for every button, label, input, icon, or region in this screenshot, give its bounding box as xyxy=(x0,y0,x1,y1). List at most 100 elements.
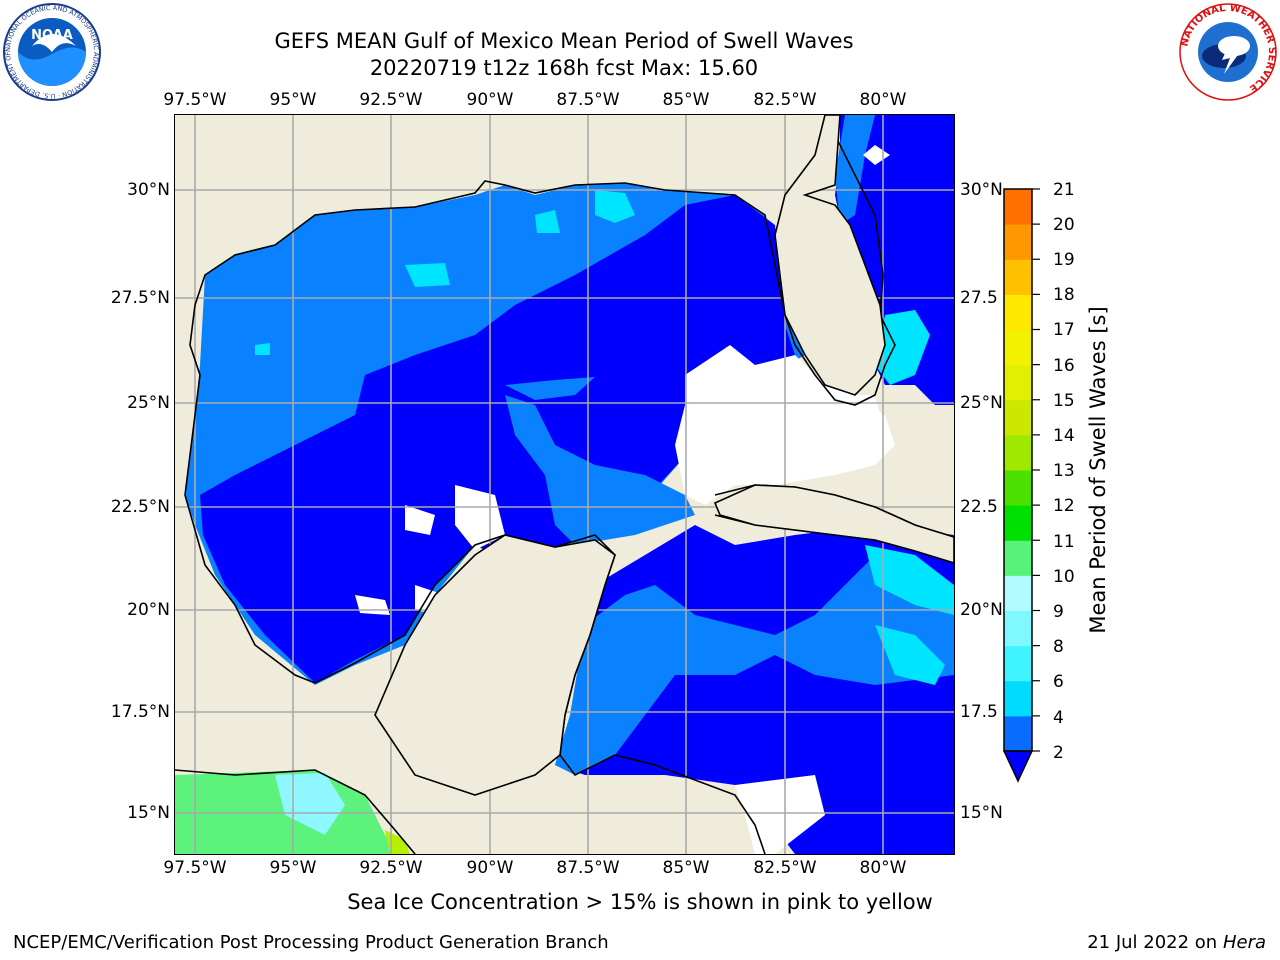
lon-label-bottom: 80°W xyxy=(859,858,907,878)
cuba-land xyxy=(713,484,954,564)
colorbar-extend-arrow xyxy=(1002,750,1034,783)
nodata-patch-3 xyxy=(405,505,435,535)
colorbar-tick-label: 18 xyxy=(1053,285,1075,305)
colorbar-tick-label: 11 xyxy=(1053,532,1075,552)
lat-label-left: 15°N xyxy=(127,803,170,823)
colorbar-tick-label: 14 xyxy=(1053,426,1075,446)
colorbar-tick-label: 9 xyxy=(1053,602,1064,622)
noaa-logo: NATIONAL OCEANIC AND ATMOSPHERIC ADMINIS… xyxy=(2,2,101,101)
chart-title: GEFS MEAN Gulf of Mexico Mean Period of … xyxy=(274,29,854,53)
colorbar-tick-label: 17 xyxy=(1053,320,1075,340)
colorbar-band xyxy=(1004,434,1032,471)
nodata-patch-7 xyxy=(863,145,890,165)
lon-label-top: 92.5°W xyxy=(359,90,423,110)
lat-label-left: 25°N xyxy=(127,393,170,413)
colorbar-tick-label: 8 xyxy=(1053,637,1064,657)
generation-date: 21 Jul 2022 on Hera xyxy=(1087,932,1266,953)
lon-label-top: 80°W xyxy=(859,90,907,110)
lon-label-bottom: 82.5°W xyxy=(753,858,817,878)
gulf-mid-patch-2 xyxy=(505,377,595,400)
colorbar-title: Mean Period of Swell Waves [s] xyxy=(1086,306,1110,634)
lon-label-top: 90°W xyxy=(466,90,514,110)
caribbean-cyan-region xyxy=(865,545,954,615)
lat-label-right: 20°N xyxy=(960,600,1003,620)
colorbar-tick-label: 13 xyxy=(1053,461,1075,481)
central-america-coast xyxy=(614,754,766,854)
lon-label-top: 82.5°W xyxy=(753,90,817,110)
map-plot xyxy=(175,115,954,854)
colorbar-band xyxy=(1004,645,1032,682)
colorbar-band xyxy=(1004,224,1032,260)
graticule xyxy=(175,115,954,854)
lon-label-bottom: 92.5°W xyxy=(359,858,423,878)
gulf-deep-region xyxy=(200,195,795,683)
colorbar-band xyxy=(1004,189,1032,225)
colorbar-band xyxy=(1004,715,1032,752)
colorbar-tick-label: 16 xyxy=(1053,356,1075,376)
nws-logo: NATIONAL WEATHER SERVICE xyxy=(1179,3,1277,101)
cyan-patch-1 xyxy=(595,190,635,223)
lat-label-right: 17.5 xyxy=(960,702,998,722)
lon-label-bottom: 95°W xyxy=(269,858,317,878)
colorbar-band xyxy=(1004,364,1032,401)
florida-land xyxy=(774,115,886,396)
colorbar-tick-label: 15 xyxy=(1053,391,1075,411)
lat-label-left: 17.5°N xyxy=(110,702,170,722)
map-frame xyxy=(174,114,955,855)
colorbar-band xyxy=(1004,259,1032,295)
colorbar-band xyxy=(1004,540,1032,576)
lon-label-top: 85°W xyxy=(662,90,710,110)
colorbar xyxy=(1002,188,1040,783)
colorbar-band xyxy=(1004,399,1032,436)
sea-ice-note: Sea Ice Concentration > 15% is shown in … xyxy=(347,890,933,914)
colorbar-band xyxy=(1004,505,1032,541)
colorbar-band xyxy=(1004,610,1032,647)
cyan-patch-2 xyxy=(405,263,450,287)
lon-label-bottom: 87.5°W xyxy=(556,858,620,878)
colorbar-band xyxy=(1004,680,1032,717)
colorbar-bands xyxy=(1004,189,1032,752)
lat-label-right: 15°N xyxy=(960,803,1003,823)
colorbar-band xyxy=(1004,470,1032,506)
lat-label-left: 20°N xyxy=(127,600,170,620)
lat-label-right: 30°N xyxy=(960,180,1003,200)
chart-subtitle: 20220719 t12z 168h fcst Max: 15.60 xyxy=(369,56,759,80)
colorbar-tick-label: 10 xyxy=(1053,567,1075,587)
lon-label-bottom: 90°W xyxy=(466,858,514,878)
generation-host: Hera xyxy=(1222,932,1266,953)
noaa-logo-name: NOAA xyxy=(31,28,73,43)
atlantic-mid-region xyxy=(835,115,875,225)
nodata-patch-8 xyxy=(835,395,885,455)
colorbar-tick-label: 12 xyxy=(1053,496,1075,516)
lon-label-top: 87.5°W xyxy=(556,90,620,110)
cyan-patch-3 xyxy=(535,210,560,233)
nodata-patch-2 xyxy=(455,485,505,550)
yucatan-land xyxy=(374,534,616,796)
credit-text: NCEP/EMC/Verification Post Processing Pr… xyxy=(13,932,609,953)
lat-label-right: 27.5 xyxy=(960,288,998,308)
colorbar-tick-label: 6 xyxy=(1053,672,1064,692)
lat-label-right: 22.5 xyxy=(960,497,998,517)
lat-label-left: 22.5°N xyxy=(110,497,170,517)
colorbar-tick-label: 2 xyxy=(1053,743,1064,763)
lat-label-left: 30°N xyxy=(127,180,170,200)
lat-label-right: 25°N xyxy=(960,393,1003,413)
colorbar-tick-label: 21 xyxy=(1053,180,1075,200)
colorbar-tick-label: 19 xyxy=(1053,250,1075,270)
caribbean-cyan-region-2 xyxy=(875,625,945,685)
lat-label-left: 27.5°N xyxy=(110,288,170,308)
lon-label-top: 97.5°W xyxy=(163,90,227,110)
colorbar-band xyxy=(1004,329,1032,366)
lon-label-bottom: 85°W xyxy=(662,858,710,878)
colorbar-band xyxy=(1004,294,1032,330)
lon-label-top: 95°W xyxy=(269,90,317,110)
cyan-patch-4 xyxy=(255,343,270,355)
pacific-coast xyxy=(175,769,416,854)
atlantic-cyan-region xyxy=(875,310,930,385)
colorbar-band xyxy=(1004,575,1032,611)
colorbar-tick-marks xyxy=(1032,188,1040,752)
lon-label-bottom: 97.5°W xyxy=(163,858,227,878)
colorbar-tick-label: 20 xyxy=(1053,215,1075,235)
generation-date-text: 21 Jul 2022 on xyxy=(1087,932,1223,953)
colorbar-tick-label: 4 xyxy=(1053,708,1064,728)
